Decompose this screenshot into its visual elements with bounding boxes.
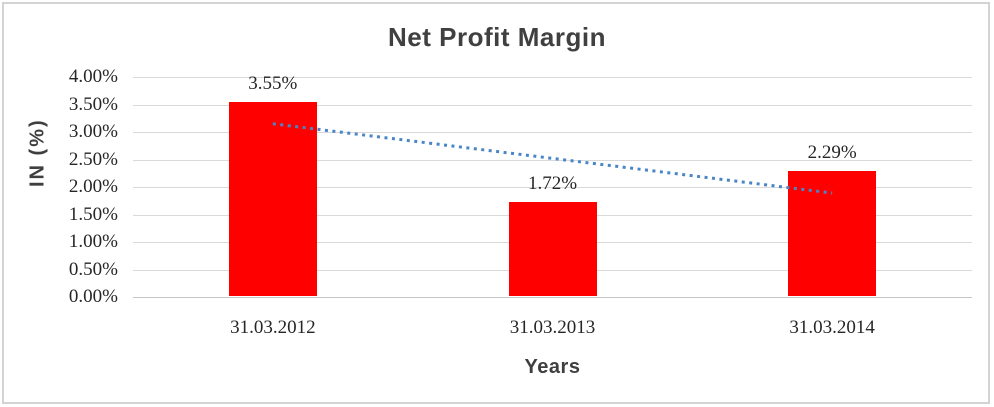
gridline	[133, 77, 972, 78]
bar-data-label: 3.55%	[248, 72, 298, 94]
gridline	[133, 104, 972, 106]
gridline	[133, 159, 972, 161]
x-tick-label: 31.03.2013	[509, 317, 596, 338]
plot-area	[133, 77, 972, 298]
x-axis-title: Years	[524, 356, 581, 378]
bar[interactable]	[508, 202, 597, 296]
y-tick-label: 3.00%	[68, 121, 118, 142]
bar-data-label: 2.29%	[807, 142, 857, 164]
x-tick-label: 31.03.2014	[789, 317, 875, 338]
y-tick-label: 2.00%	[68, 176, 118, 197]
x-axis-line	[133, 297, 972, 298]
y-tick-label: 1.00%	[68, 231, 118, 252]
chart-title: Net Profit Margin	[388, 22, 606, 52]
y-tick-label: 4.00%	[68, 66, 118, 87]
gridline	[133, 132, 972, 133]
x-tick-label: 31.03.2012	[230, 317, 316, 338]
y-tick-label: 0.50%	[68, 258, 118, 280]
bar[interactable]	[228, 101, 317, 296]
y-tick-label: 3.50%	[68, 93, 118, 115]
y-tick-label: 2.50%	[68, 148, 118, 170]
gridline	[133, 187, 972, 188]
y-tick-label: 0.00%	[68, 286, 118, 307]
bar-data-label: 1.72%	[527, 173, 578, 195]
y-tick-label: 1.50%	[68, 203, 118, 225]
